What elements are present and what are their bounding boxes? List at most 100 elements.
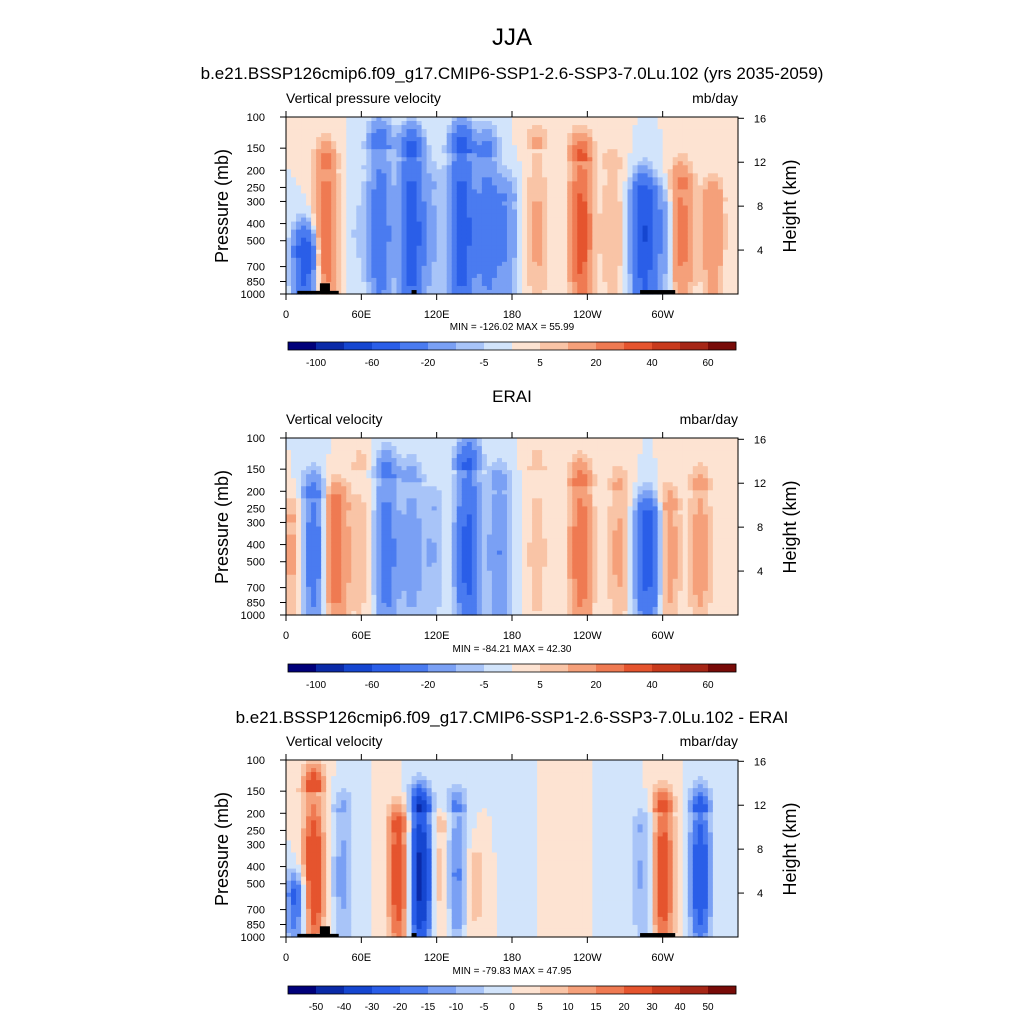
panel-1-cell xyxy=(532,125,538,130)
panel-1-cell xyxy=(707,157,714,162)
panel-1-cell xyxy=(421,129,428,134)
panel-2-cell xyxy=(351,554,357,560)
panel-2-cell xyxy=(386,454,393,459)
panel-1-cell xyxy=(652,273,659,279)
panel-1-cell xyxy=(667,257,674,263)
panel-2-cell xyxy=(361,590,367,596)
panel-1-cell xyxy=(722,161,729,166)
panel-1-cell xyxy=(421,289,428,295)
panel-2-cell xyxy=(386,542,393,548)
panel-1-cell xyxy=(522,165,528,170)
panel-1-cell xyxy=(371,265,377,271)
panel-1-cell xyxy=(652,181,659,186)
panel-1-cell xyxy=(642,285,649,291)
panel-1-cell xyxy=(421,133,428,138)
panel-1-cell xyxy=(506,173,513,178)
panel-2-cell xyxy=(311,478,317,483)
panel-1-cell xyxy=(441,141,448,146)
panel-1-cell xyxy=(607,209,614,215)
panel-1-cell xyxy=(411,133,418,138)
panel-1-cell xyxy=(316,209,322,215)
panel-1-cell xyxy=(306,145,312,150)
panel-1-cell xyxy=(587,253,593,259)
panel-2-cell xyxy=(376,510,383,516)
panel-2-cell xyxy=(301,450,307,455)
panel-1-cell xyxy=(471,237,478,243)
panel-1-cell xyxy=(542,165,548,170)
panel-1-cell xyxy=(441,193,448,199)
panel-1-cell xyxy=(356,189,362,195)
panel-1-cell xyxy=(612,277,619,283)
panel-2-cell xyxy=(306,490,312,495)
panel-1-cell xyxy=(657,281,664,287)
panel-1-cell xyxy=(286,145,292,150)
panel-1-cell xyxy=(326,277,332,283)
panel-1-cell xyxy=(456,225,463,231)
panel-1-cell xyxy=(517,173,523,178)
panel-1-cell xyxy=(466,201,473,207)
panel-1-cell xyxy=(637,173,644,178)
panel-2-cell xyxy=(326,526,332,532)
panel-1-cell xyxy=(707,261,714,267)
panel-1-cell xyxy=(476,129,483,134)
panel-1-cell xyxy=(341,125,347,130)
panel-1-cell xyxy=(481,149,488,154)
panel-1-cell xyxy=(652,241,659,247)
panel-2-cell xyxy=(371,450,377,455)
panel-1-cell xyxy=(662,285,669,291)
panel-1-cell xyxy=(512,149,518,154)
panel-1-cell xyxy=(431,129,438,134)
panel-1-cell xyxy=(532,257,538,263)
panel-1-cell xyxy=(692,169,699,174)
panel-1-cell xyxy=(351,177,357,182)
panel-1-cell xyxy=(306,173,312,178)
panel-2-cell xyxy=(331,538,337,544)
panel-1-cell xyxy=(687,117,694,122)
panel-1-cell xyxy=(517,277,523,283)
panel-1-cell xyxy=(727,221,734,227)
panel-1-cell xyxy=(301,185,307,191)
panel-1-cell xyxy=(461,245,468,251)
panel-1-cell xyxy=(542,253,548,259)
panel-1-cell xyxy=(612,269,619,275)
panel-1-cell xyxy=(481,281,488,287)
panel-1-cell xyxy=(567,157,573,162)
panel-1-cell xyxy=(627,245,634,251)
panel-1-cell xyxy=(391,141,398,146)
panel-1-cell xyxy=(401,269,408,275)
panel-1-cell xyxy=(562,157,568,162)
panel-1-cell xyxy=(717,249,724,255)
panel-1-cell xyxy=(441,121,448,126)
panel-1-cell xyxy=(506,241,513,247)
panel-1-cell xyxy=(582,269,588,275)
panel-1-cell xyxy=(506,157,513,162)
panel-1-cell xyxy=(291,185,297,191)
panel-1-cell xyxy=(677,129,684,134)
panel-1-cell xyxy=(577,125,583,130)
panel-1-cell xyxy=(727,125,734,130)
panel-1-cell xyxy=(286,233,292,239)
panel-1-cell xyxy=(491,133,498,138)
panel-2-cell xyxy=(301,610,307,616)
panel-1-cell xyxy=(607,197,614,203)
panel-1-cell xyxy=(672,165,679,170)
panel-1-cell xyxy=(291,153,297,158)
panel-1-cell xyxy=(426,261,433,267)
panel-1-cell xyxy=(677,157,684,162)
panel-1-cell xyxy=(476,137,483,142)
panel-2-cell xyxy=(341,490,347,495)
panel-1-cell xyxy=(451,225,458,231)
panel-2-cell xyxy=(326,530,332,536)
panel-2-cell xyxy=(381,498,388,503)
panel-1-cell xyxy=(647,245,654,251)
panel-2-cell xyxy=(301,590,307,596)
panel-1-cell xyxy=(336,201,342,207)
panel-1-cell xyxy=(481,161,488,166)
panel-1-cell xyxy=(471,169,478,174)
panel-1-cell xyxy=(612,249,619,255)
panel-1-cell xyxy=(481,189,488,195)
panel-1-cell xyxy=(542,125,548,130)
panel-1-cell xyxy=(687,261,694,267)
panel-1-cell xyxy=(341,205,347,211)
panel-1-cell xyxy=(316,261,322,267)
